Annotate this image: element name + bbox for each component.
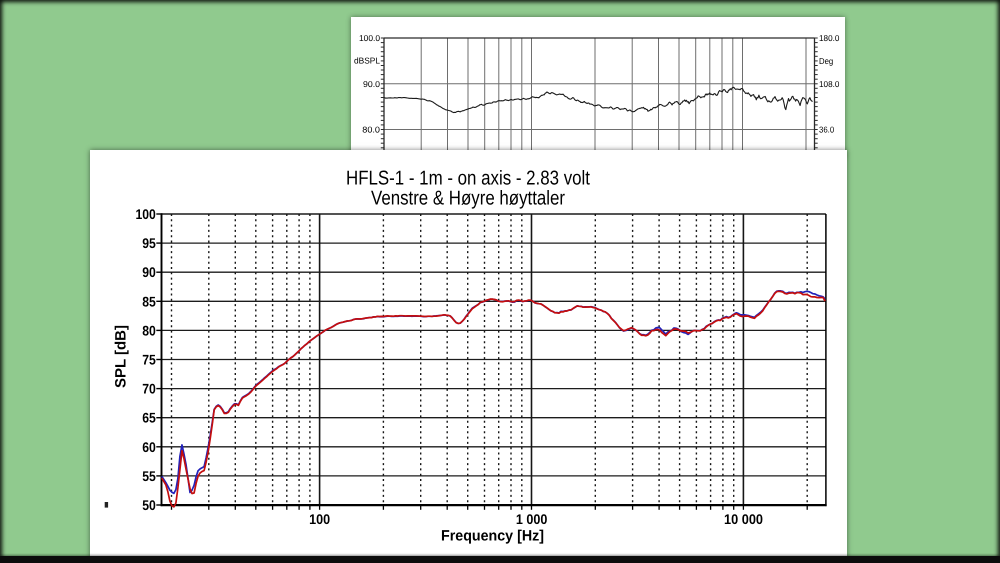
svg-text:65: 65 [142, 410, 156, 426]
svg-text:85: 85 [142, 293, 156, 309]
svg-text:60: 60 [142, 439, 156, 455]
svg-text:100.0: 100.0 [359, 33, 380, 43]
svg-text:75: 75 [142, 352, 156, 368]
svg-text:90.0: 90.0 [363, 79, 380, 89]
svg-text:180.0: 180.0 [819, 33, 840, 43]
svg-text:108.0: 108.0 [819, 79, 840, 89]
svg-text:80: 80 [142, 322, 156, 338]
svg-text:HFLS-1 - 1m - on axis - 2.83 v: HFLS-1 - 1m - on axis - 2.83 volt [346, 168, 590, 190]
svg-text:100: 100 [136, 206, 156, 222]
svg-text:90: 90 [142, 264, 156, 280]
svg-text:Venstre & Høyre høyttaler: Venstre & Høyre høyttaler [371, 187, 565, 209]
svg-text:80.0: 80.0 [362, 125, 380, 135]
svg-text:SPL [dB]: SPL [dB] [112, 325, 129, 388]
svg-text:dBSPL: dBSPL [354, 55, 380, 65]
svg-text:50: 50 [142, 497, 156, 513]
svg-text:36.0: 36.0 [819, 125, 834, 135]
svg-text:10 000: 10 000 [724, 511, 763, 527]
svg-text:1 000: 1 000 [516, 511, 548, 527]
svg-text:70: 70 [142, 381, 156, 397]
svg-text:Frequency [Hz]: Frequency [Hz] [441, 528, 544, 545]
svg-text:Deg: Deg [819, 56, 833, 66]
svg-text:55: 55 [142, 468, 156, 484]
svg-text:95: 95 [142, 235, 156, 251]
svg-text:100: 100 [309, 511, 330, 527]
